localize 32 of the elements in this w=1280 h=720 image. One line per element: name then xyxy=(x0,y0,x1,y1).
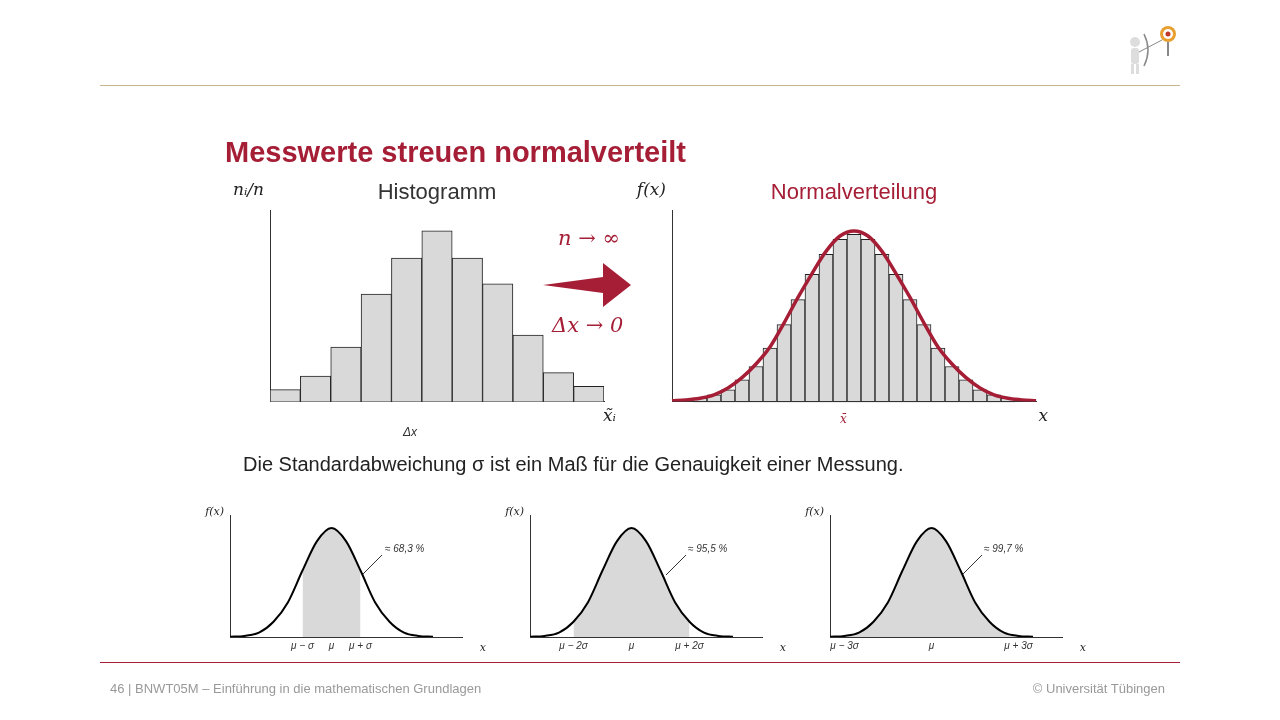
text: 46 | BNWT05M – Einführung in die mathematischen Grundlagen xyxy=(110,681,482,696)
text: x̄ xyxy=(840,412,847,426)
x-tick-label: μ − 2σ xyxy=(558,639,589,651)
chart-title: Histogramm xyxy=(377,179,497,205)
x-tick-label: μ xyxy=(627,639,635,651)
x-tick-label: μ − 3σ xyxy=(829,639,860,651)
x-tick-label: μ + 3σ xyxy=(1003,639,1034,651)
y-axis-title: nᵢ/n xyxy=(232,178,264,199)
y-axis-title: f(x) xyxy=(634,178,666,199)
text: Die Standardabweichung σ ist ein Maß für die Genauigkeit einer Messung. xyxy=(243,453,904,476)
text: © Universität Tübingen xyxy=(1032,681,1165,696)
chart-title: Normalverteilung xyxy=(770,179,938,205)
annotation: ≈ 99,7 % xyxy=(984,543,1024,554)
x-tick-label: μ + 2σ xyxy=(674,639,705,651)
annotation: n → ∞ xyxy=(558,226,620,250)
y-axis-title: f(x) xyxy=(204,505,224,519)
text: Messwerte streuen normalverteilt xyxy=(225,136,686,169)
x-axis-title: x xyxy=(479,641,487,655)
x-tick-label: μ xyxy=(327,639,335,651)
x-axis-title: x xyxy=(779,641,787,655)
annotation: ≈ 68,3 % xyxy=(385,543,425,554)
x-tick-label: μ xyxy=(927,639,935,651)
x-tick-label: μ − σ xyxy=(290,639,315,651)
x-axis-title: x xyxy=(1079,641,1087,655)
x-axis-title: x̃ᵢ xyxy=(602,404,616,425)
x-axis-title: x xyxy=(1038,404,1049,425)
text: Δx xyxy=(403,425,418,439)
x-tick-label: μ + σ xyxy=(348,639,373,651)
y-axis-title: f(x) xyxy=(504,505,524,519)
annotation: Δx → 0 xyxy=(552,313,624,337)
annotation: ≈ 95,5 % xyxy=(688,543,728,554)
y-axis-title: f(x) xyxy=(804,505,824,519)
